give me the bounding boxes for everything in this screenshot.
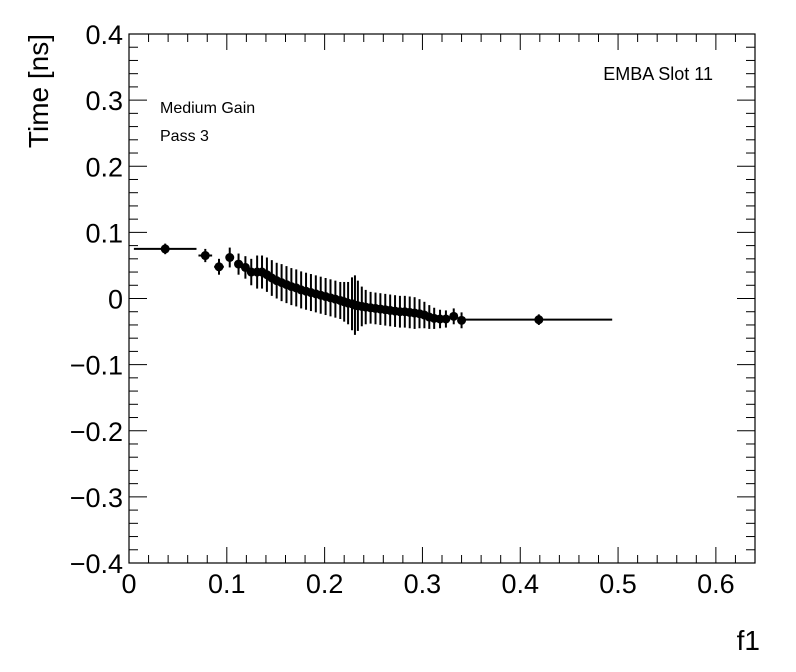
x-tick-label: 0.5 — [599, 569, 637, 599]
x-tick-label: 0.6 — [697, 569, 735, 599]
data-marker — [457, 315, 467, 325]
data-point — [457, 312, 467, 329]
y-tick-label: 0 — [108, 285, 123, 315]
y-tick-label: 0.1 — [85, 218, 123, 248]
data-point — [133, 243, 197, 255]
y-tick-label: −0.2 — [70, 417, 123, 447]
x-tick-label: 0.1 — [208, 569, 246, 599]
y-tick-label: −0.3 — [70, 483, 123, 513]
y-axis-title: Time [ns] — [23, 34, 54, 148]
x-tick-labels: 0 0.1 0.2 0.3 0.4 0.5 0.6 — [121, 569, 734, 599]
data-points — [133, 243, 613, 335]
data-marker — [160, 244, 170, 254]
data-marker — [225, 253, 235, 263]
data-marker — [534, 315, 544, 325]
data-point — [449, 308, 459, 325]
y-tick-label: 0.3 — [85, 86, 123, 116]
y-tick-label: 0.2 — [85, 152, 123, 182]
y-tick-label: 0.4 — [85, 20, 123, 50]
x-axis-title: f1 — [737, 625, 760, 656]
x-tick-label: 0.2 — [306, 569, 344, 599]
x-tick-label: 0.4 — [501, 569, 539, 599]
data-marker — [234, 259, 244, 269]
annotation-pass: Pass 3 — [160, 128, 209, 145]
y-tick-label: −0.4 — [70, 549, 123, 579]
annotation-gain: Medium Gain — [160, 100, 255, 117]
data-marker — [214, 262, 224, 272]
data-marker — [200, 251, 210, 261]
data-marker — [449, 311, 459, 321]
data-point — [234, 253, 244, 275]
annotation-slot: EMBA Slot 11 — [603, 64, 713, 84]
data-point — [198, 248, 213, 263]
x-tick-label: 0.3 — [404, 569, 442, 599]
x-tick-label: 0 — [121, 569, 136, 599]
data-marker — [441, 314, 451, 324]
y-tick-label: −0.1 — [70, 351, 123, 381]
data-point — [214, 258, 224, 275]
axis-ticks — [128, 33, 756, 564]
data-point — [441, 310, 451, 328]
data-point — [225, 247, 235, 268]
y-tick-labels: 0.4 0.3 0.2 0.1 0 −0.1 −0.2 −0.3 −0.4 — [70, 20, 123, 579]
data-point — [465, 314, 613, 325]
